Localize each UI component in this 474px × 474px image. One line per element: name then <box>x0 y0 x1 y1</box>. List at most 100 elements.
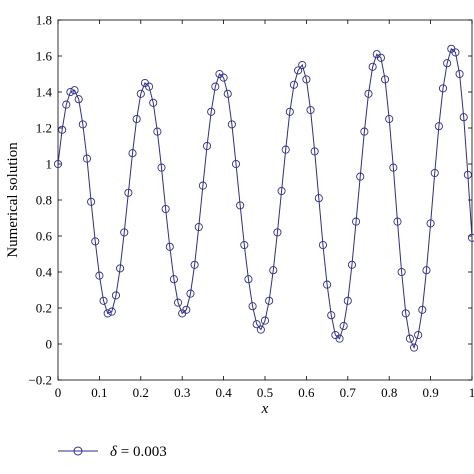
data-point <box>252 320 261 329</box>
data-point <box>376 53 385 62</box>
data-point <box>260 316 270 325</box>
data-point <box>120 228 129 237</box>
data-point <box>70 86 79 95</box>
data-point <box>422 266 431 275</box>
y-tick-label: 0.8 <box>36 193 52 208</box>
data-point <box>277 186 286 196</box>
data-point <box>265 296 274 305</box>
data-point <box>434 122 443 131</box>
data-point <box>169 275 178 284</box>
data-point <box>190 260 199 269</box>
data-point <box>397 267 406 277</box>
data-point <box>132 114 141 124</box>
data-point <box>153 127 162 136</box>
data-point <box>145 82 154 91</box>
data-point <box>236 201 245 210</box>
x-tick-label: 0.3 <box>174 385 190 400</box>
data-point <box>285 107 294 116</box>
data-point <box>161 204 170 214</box>
y-tick-label: 1.4 <box>36 85 53 100</box>
data-point <box>62 100 71 109</box>
y-tick-label: −0.2 <box>28 373 52 388</box>
data-point <box>128 149 137 158</box>
data-point <box>356 172 365 181</box>
data-point <box>306 105 315 115</box>
x-tick-label: 0.2 <box>133 385 149 400</box>
data-point <box>318 240 328 250</box>
data-point <box>314 194 323 203</box>
data-point <box>385 114 394 124</box>
y-tick-label: 1 <box>46 157 53 172</box>
data-point <box>438 84 448 93</box>
data-point <box>426 219 435 228</box>
data-point <box>393 217 402 226</box>
data-point <box>136 89 145 98</box>
data-point <box>368 62 377 71</box>
x-tick-label: 0.7 <box>340 385 357 400</box>
data-point <box>401 309 410 318</box>
data-point <box>327 311 336 320</box>
data-point <box>343 296 352 305</box>
legend: δ = 0.003 <box>58 444 167 460</box>
data-point <box>463 170 472 179</box>
data-point <box>364 89 373 98</box>
data-point <box>78 120 87 129</box>
x-tick-label: 0.8 <box>381 385 397 400</box>
data-point <box>165 242 174 251</box>
x-tick-label: 1 <box>469 385 474 400</box>
data-point <box>91 237 100 246</box>
series-line <box>57 47 473 349</box>
data-point <box>414 330 423 340</box>
data-point <box>194 222 203 232</box>
data-point <box>240 240 249 250</box>
data-point <box>95 271 104 280</box>
data-point <box>219 73 228 82</box>
data-point <box>467 233 474 242</box>
data-point <box>66 87 75 97</box>
data-point <box>381 75 390 84</box>
data-point <box>198 181 207 190</box>
data-point <box>323 280 332 289</box>
data-point <box>211 82 220 91</box>
data-point <box>53 159 63 169</box>
data-point <box>302 75 311 84</box>
data-point <box>202 141 212 151</box>
y-tick-label: 0.2 <box>36 301 52 316</box>
data-point <box>430 168 439 178</box>
x-tick-label: 0.5 <box>257 385 273 400</box>
data-point <box>335 334 344 343</box>
data-point <box>347 260 356 269</box>
data-point <box>149 98 158 107</box>
y-axis-label: Numerical solution <box>5 142 21 258</box>
data-point <box>99 296 108 305</box>
y-tick-label: 1.2 <box>36 121 52 136</box>
data-point <box>310 147 319 156</box>
x-axis-label: x <box>261 401 269 417</box>
x-tick-label: 0.9 <box>422 385 438 400</box>
x-tick-label: 0.6 <box>298 385 315 400</box>
y-tick-label: 1.6 <box>36 49 53 64</box>
y-tick-label: 0 <box>46 337 53 352</box>
data-point <box>223 89 232 98</box>
data-point <box>281 145 290 154</box>
data-point <box>87 197 96 206</box>
data-point <box>455 69 464 79</box>
data-point <box>107 307 116 316</box>
data-point <box>227 120 236 129</box>
data-point <box>294 66 303 75</box>
data-point <box>244 275 253 284</box>
data-point <box>186 289 195 298</box>
y-tick-label: 0.6 <box>36 229 53 244</box>
data-point <box>339 321 348 331</box>
data-point <box>256 325 265 334</box>
legend-marker <box>73 446 83 456</box>
y-tick-label: 1.8 <box>36 13 52 28</box>
data-point <box>405 334 414 343</box>
x-tick-label: 0 <box>55 385 62 400</box>
data-point <box>124 188 133 197</box>
data-point <box>352 217 361 226</box>
data-point <box>298 60 307 70</box>
data-point <box>231 159 241 169</box>
data-point <box>443 59 452 68</box>
data-point <box>451 48 460 57</box>
